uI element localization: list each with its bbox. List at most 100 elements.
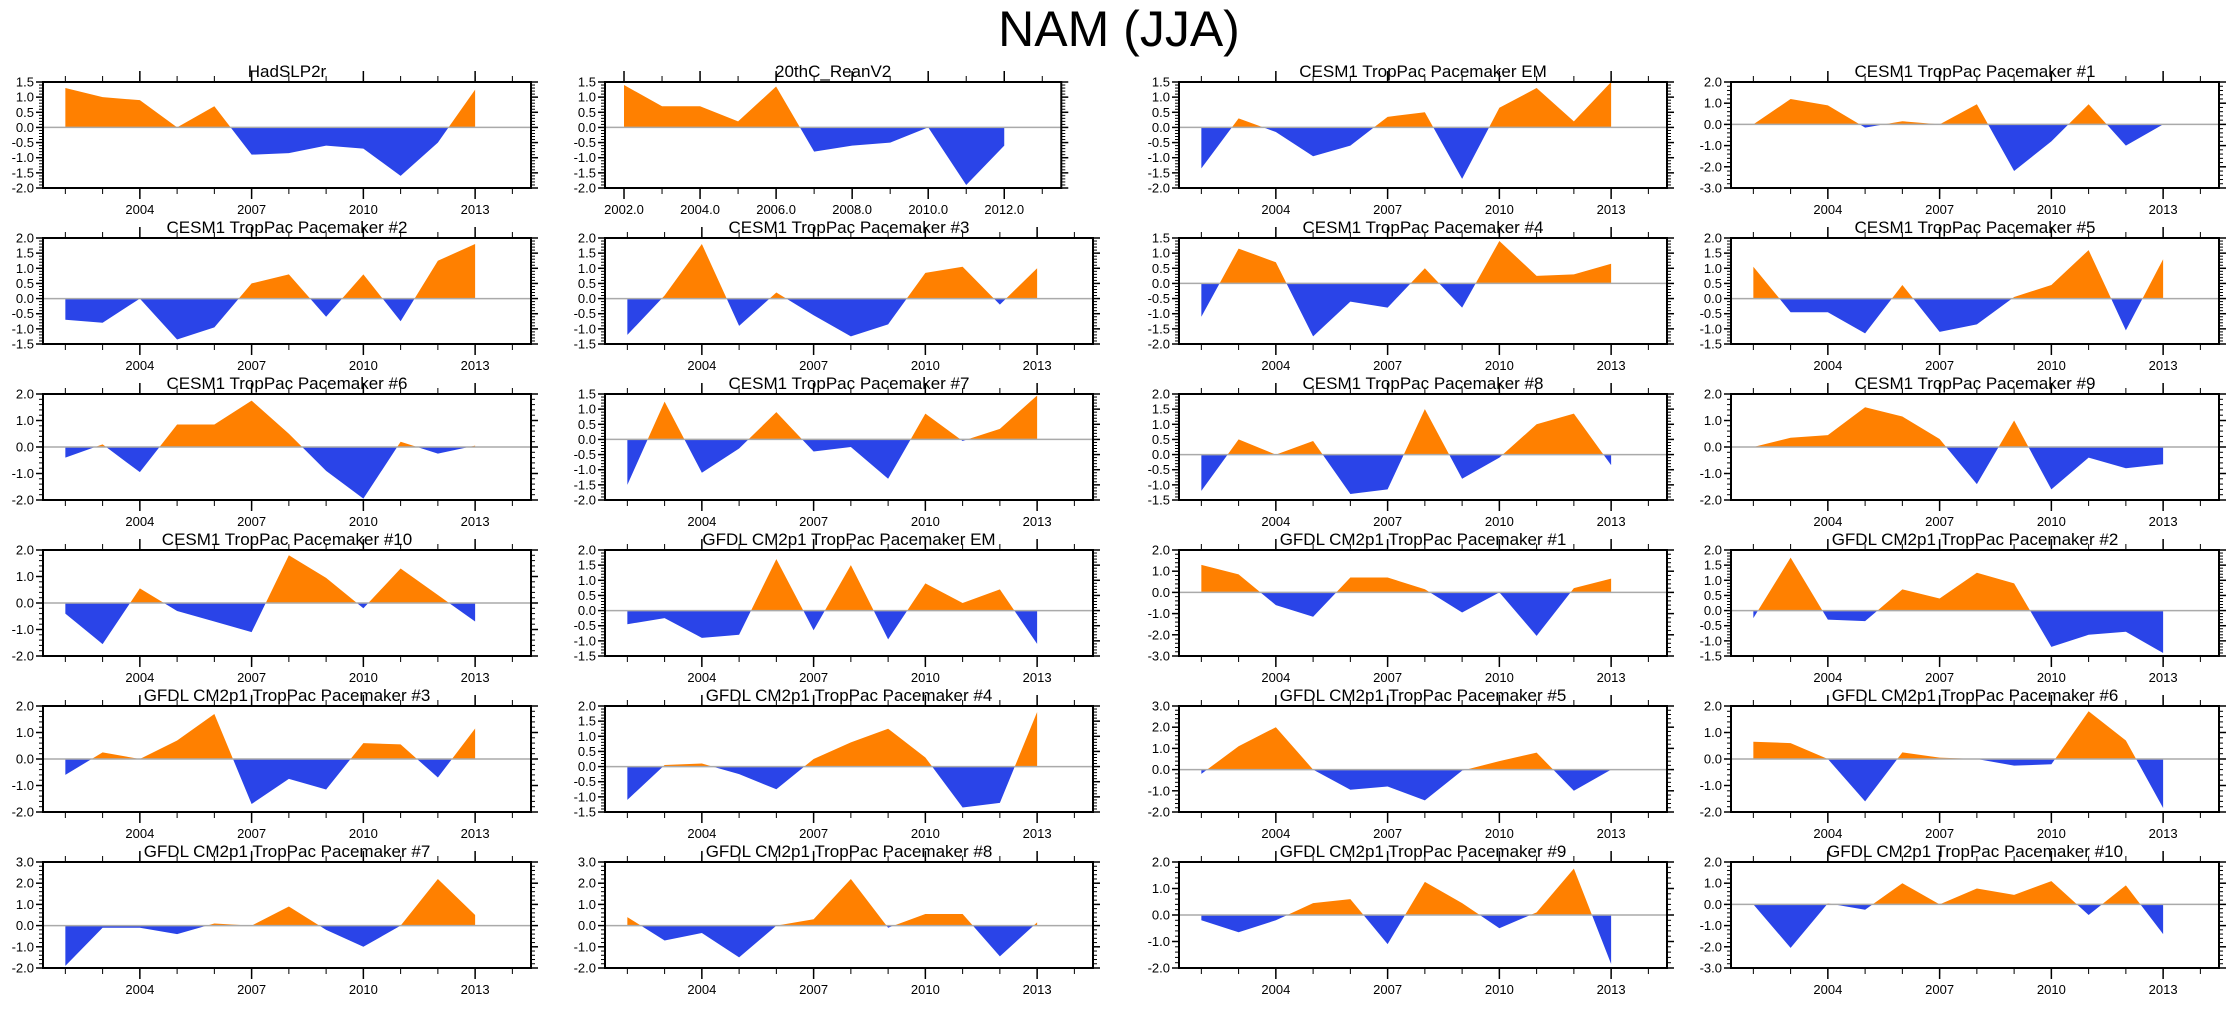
- y-tick-label: -1.0: [12, 321, 34, 336]
- x-tick-label: 2010: [911, 982, 940, 997]
- panel-title: CESM1 TropPac Pacemaker #10: [162, 530, 412, 549]
- y-tick-label: 1.5: [578, 714, 596, 729]
- plot-frame: [604, 81, 1063, 189]
- negative-area: [65, 447, 476, 499]
- y-tick-label: -1.5: [574, 477, 596, 492]
- x-tick-label: 2007: [799, 514, 828, 529]
- y-tick-label: -1.0: [574, 789, 596, 804]
- y-tick-label: 0.0: [16, 120, 34, 135]
- y-tick-label: -2.0: [1148, 961, 1170, 976]
- panel-title: GFDL CM2p1 TropPac Pacemaker #6: [1832, 686, 2119, 705]
- x-tick-label: 2013: [2149, 982, 2178, 997]
- y-tick-label: 2.0: [578, 231, 596, 246]
- y-tick-label: 0.0: [16, 752, 34, 767]
- x-tick-label: 2010: [2037, 982, 2066, 997]
- plot-frame: [1178, 549, 1668, 657]
- y-tick-label: 2.0: [578, 543, 596, 558]
- y-tick-label: 2.0: [1704, 231, 1722, 246]
- x-tick-label: 2010: [2037, 202, 2066, 217]
- x-tick-label: 2010: [911, 670, 940, 685]
- x-tick-label: 2007: [237, 514, 266, 529]
- negative-area: [65, 127, 476, 176]
- positive-area: [65, 713, 476, 759]
- x-tick-label: 2010: [1485, 358, 1514, 373]
- y-tick-label: 0.5: [578, 105, 596, 120]
- plot-frame: [604, 549, 1094, 657]
- panel-title: CESM1 TropPac Pacemaker EM: [1299, 62, 1547, 81]
- y-tick-label: -2.0: [12, 805, 34, 820]
- plot-frame: [1178, 237, 1668, 345]
- panel-title: GFDL CM2p1 TropPac Pacemaker #5: [1280, 686, 1567, 705]
- y-tick-label: 3.0: [16, 855, 34, 870]
- panel-5: CESM1 TropPac Pacemaker #3 2004 2007 2010 20…: [574, 218, 1100, 373]
- x-tick-label: 2004: [125, 202, 154, 217]
- x-tick-label: 2007: [799, 982, 828, 997]
- x-tick-label: 2013: [1023, 514, 1052, 529]
- y-tick-label: 0.5: [1152, 432, 1170, 447]
- y-tick-label: 2.0: [1152, 387, 1170, 402]
- y-tick-label: 1.0: [16, 569, 34, 584]
- y-tick-label: 0.5: [1152, 105, 1170, 120]
- y-tick-label: 2.0: [578, 876, 596, 891]
- y-tick-label: -1.0: [574, 939, 596, 954]
- x-tick-label: 2010: [349, 982, 378, 997]
- panel-22: GFDL CM2p1 TropPac Pacemaker #9 2004 2007 2…: [1148, 842, 1674, 997]
- positive-area: [1753, 98, 2164, 125]
- plot-frame: [1730, 549, 2220, 657]
- x-tick-label: 2010: [1485, 202, 1514, 217]
- y-tick-label: 0.5: [1704, 588, 1722, 603]
- x-tick-label: 2007: [1373, 982, 1402, 997]
- x-tick-label: 2010.0: [908, 202, 948, 217]
- y-tick-label: -1.5: [574, 805, 596, 820]
- panel-9: CESM1 TropPac Pacemaker #7 2004 2007 2010 20…: [574, 374, 1100, 529]
- x-tick-label: 2004: [1261, 202, 1290, 217]
- panel-4: CESM1 TropPac Pacemaker #2 2004 2007 2010 20…: [12, 218, 538, 373]
- y-tick-label: 0.0: [1152, 447, 1170, 462]
- y-tick-label: -0.5: [1700, 306, 1722, 321]
- panel-21: GFDL CM2p1 TropPac Pacemaker #8 2004 2007 2…: [574, 842, 1100, 997]
- positive-area: [65, 555, 476, 603]
- figure-title: NAM (JJA): [998, 1, 1240, 57]
- negative-area: [627, 766, 1015, 808]
- x-tick-label: 2004: [1813, 202, 1842, 217]
- y-tick-label: 1.5: [1704, 246, 1722, 261]
- x-tick-label: 2004: [687, 358, 716, 373]
- y-tick-label: 0.0: [1152, 762, 1170, 777]
- positive-area: [627, 712, 1038, 767]
- x-tick-label: 2004: [1813, 982, 1842, 997]
- panel-0: HadSLP2r 2004 2007 2010 2013 -2.0-1.5-1.0-0.5…: [12, 62, 538, 217]
- y-tick-label: -2.0: [1148, 627, 1170, 642]
- y-tick-label: 2.0: [1704, 543, 1722, 558]
- x-tick-label: 2007: [1925, 826, 1954, 841]
- x-tick-label: 2004: [125, 982, 154, 997]
- x-tick-label: 2007: [799, 826, 828, 841]
- panel-title: CESM1 TropPac Pacemaker #8: [1303, 374, 1544, 393]
- plot-frame: [42, 81, 532, 189]
- y-tick-label: 0.5: [1704, 276, 1722, 291]
- x-tick-label: 2004: [1261, 514, 1290, 529]
- x-tick-label: 2013: [2149, 826, 2178, 841]
- x-tick-label: 2013: [1597, 982, 1626, 997]
- negative-area: [65, 603, 476, 645]
- y-tick-label: -0.5: [12, 135, 34, 150]
- positive-area: [1201, 868, 1612, 915]
- y-tick-label: 2.0: [16, 231, 34, 246]
- y-tick-label: -1.0: [12, 150, 34, 165]
- y-tick-label: -1.0: [1148, 150, 1170, 165]
- y-tick-label: 1.0: [1152, 881, 1170, 896]
- x-tick-label: 2013: [1597, 358, 1626, 373]
- panel-8: CESM1 TropPac Pacemaker #6 2004 2007 2010 20…: [12, 374, 538, 529]
- y-tick-label: -1.0: [1148, 306, 1170, 321]
- y-tick-label: 0.0: [1704, 897, 1722, 912]
- y-tick-label: -2.0: [1148, 181, 1170, 196]
- plot-frame: [1730, 861, 2220, 969]
- panel-title: CESM1 TropPac Pacemaker #9: [1855, 374, 2096, 393]
- panel-2: CESM1 TropPac Pacemaker EM 2004 2007 2010 20…: [1148, 62, 1674, 217]
- y-tick-label: 1.5: [578, 246, 596, 261]
- positive-area: [1201, 564, 1612, 593]
- y-tick-label: -2.0: [1700, 159, 1722, 174]
- y-tick-label: -1.0: [12, 622, 34, 637]
- x-tick-label: 2007: [799, 358, 828, 373]
- y-tick-label: 1.0: [1704, 573, 1722, 588]
- y-tick-label: -2.0: [12, 961, 34, 976]
